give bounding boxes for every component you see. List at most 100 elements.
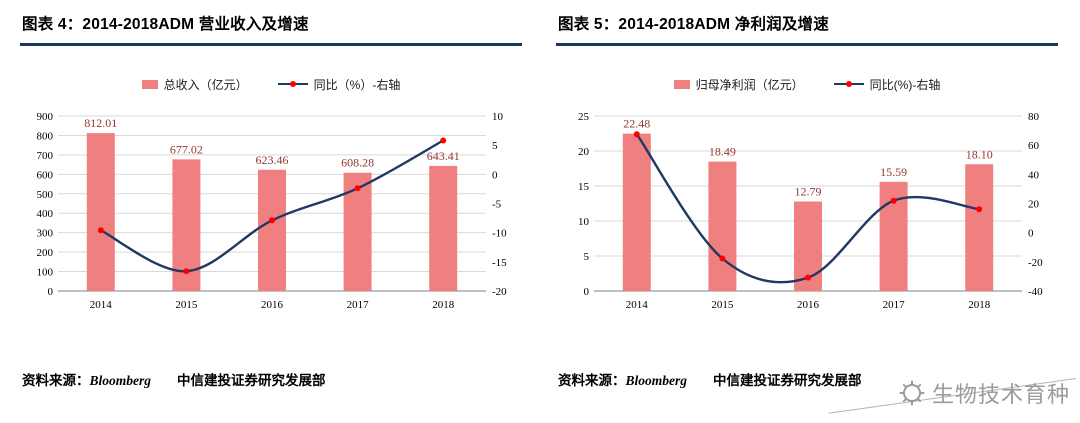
bar-2016 bbox=[258, 169, 286, 291]
x-axis-label: 2018 bbox=[432, 299, 455, 311]
source-vendor: Bloomberg bbox=[89, 373, 152, 388]
line-marker bbox=[354, 185, 361, 192]
watermark: 生物技术育种 bbox=[899, 377, 1070, 409]
legend-label-revenue: 总收入（亿元） bbox=[163, 77, 248, 92]
figure5-source: 资料来源：Bloomberg 中信建投证券研究发展部 bbox=[556, 369, 1058, 389]
right-axis-tick: 5 bbox=[492, 140, 498, 152]
left-axis-tick: 700 bbox=[37, 150, 54, 162]
watermark-text: 生物技术育种 bbox=[931, 382, 1070, 407]
left-axis-tick: 0 bbox=[584, 286, 590, 298]
x-axis-label: 2016 bbox=[261, 299, 284, 311]
bar-value-label: 18.49 bbox=[709, 145, 736, 159]
left-axis-tick: 900 bbox=[37, 111, 54, 123]
line-series-swatch-icon bbox=[277, 80, 308, 88]
line-marker bbox=[805, 274, 811, 281]
x-axis-label: 2016 bbox=[797, 299, 820, 311]
bar-value-label: 15.59 bbox=[880, 165, 907, 179]
line-marker bbox=[440, 137, 447, 144]
bar-value-label: 623.46 bbox=[256, 153, 289, 167]
right-axis-tick: -20 bbox=[1028, 257, 1043, 269]
left-axis-tick: 0 bbox=[48, 286, 54, 298]
net-profit-growth-chart: 0 5 10 15 20 25 -40 -20 0 20 40 60 80 22.48 2014 18.49 2… bbox=[578, 111, 1043, 311]
bar-2015 bbox=[708, 161, 737, 291]
bar-2014 bbox=[86, 133, 115, 291]
watermark-logo-icon bbox=[899, 380, 925, 406]
left-axis-tick: 5 bbox=[584, 251, 590, 263]
right-axis-tick: 60 bbox=[1028, 140, 1040, 152]
left-axis-tick: 600 bbox=[37, 169, 54, 181]
legend-label-growth: 同比（%）-右轴 bbox=[313, 77, 401, 92]
left-axis-tick: 300 bbox=[37, 228, 54, 240]
x-axis-label: 2014 bbox=[626, 299, 649, 311]
x-axis-label: 2015 bbox=[175, 299, 198, 311]
line-marker bbox=[183, 268, 190, 275]
left-axis-tick: 400 bbox=[37, 208, 54, 220]
right-axis-tick: -10 bbox=[492, 228, 507, 240]
line-marker bbox=[976, 206, 983, 213]
figure4-panel: 图表 4：2014-2018ADM 营业收入及增速 总收入（亿元） 同比（%）-… bbox=[20, 10, 522, 423]
left-axis-tick: 800 bbox=[37, 130, 54, 142]
legend-item-net-profit: 归母净利润（亿元） bbox=[673, 76, 804, 93]
left-axis-tick: 20 bbox=[578, 146, 590, 158]
x-axis-label: 2014 bbox=[90, 299, 113, 311]
right-axis-tick: 20 bbox=[1028, 199, 1040, 211]
legend-item-growth: 同比(%)-右轴 bbox=[833, 76, 941, 93]
bar-value-label: 22.48 bbox=[623, 117, 650, 131]
figure4-legend: 总收入（亿元） 同比（%）-右轴 bbox=[20, 76, 522, 92]
bar-value-label: 12.79 bbox=[795, 184, 822, 198]
left-axis-tick: 100 bbox=[37, 267, 54, 279]
right-axis-tick: -20 bbox=[492, 286, 507, 298]
source-vendor: Bloomberg bbox=[625, 373, 688, 388]
bar-2018 bbox=[429, 165, 458, 291]
right-axis-tick: 80 bbox=[1028, 111, 1040, 123]
source-department: 中信建投证券研究发展部 bbox=[713, 373, 862, 388]
left-axis-tick: 25 bbox=[578, 111, 590, 123]
bar-2014 bbox=[622, 133, 651, 291]
bar-series-swatch-icon bbox=[141, 79, 158, 89]
figure5-legend: 归母净利润（亿元） 同比(%)-右轴 bbox=[556, 76, 1058, 92]
source-label: 资料来源： bbox=[22, 373, 90, 388]
line-marker bbox=[719, 255, 726, 262]
source-label: 资料来源： bbox=[558, 373, 626, 388]
left-axis-tick: 500 bbox=[37, 189, 54, 201]
right-axis-tick: -5 bbox=[492, 199, 502, 211]
legend-item-growth: 同比（%）-右轴 bbox=[277, 76, 401, 93]
bar-value-label: 643.41 bbox=[427, 149, 460, 163]
figure4-source: 资料来源：Bloomberg 中信建投证券研究发展部 bbox=[20, 369, 522, 389]
legend-item-revenue: 总收入（亿元） bbox=[141, 76, 248, 93]
figure5-panel: 图表 5：2014-2018ADM 净利润及增速 归母净利润（亿元） 同比(%)… bbox=[556, 10, 1058, 423]
line-marker bbox=[269, 217, 275, 224]
source-department: 中信建投证券研究发展部 bbox=[177, 373, 326, 388]
bar-value-label: 18.10 bbox=[966, 147, 993, 161]
bar-value-label: 812.01 bbox=[84, 116, 117, 130]
left-axis-tick: 10 bbox=[578, 216, 590, 228]
left-axis-tick: 15 bbox=[578, 181, 590, 193]
bar-value-label: 677.02 bbox=[170, 142, 203, 156]
figure5-title: 图表 5：2014-2018ADM 净利润及增速 bbox=[558, 16, 829, 33]
x-axis-label: 2017 bbox=[347, 299, 370, 311]
x-axis-label: 2015 bbox=[711, 299, 734, 311]
figure5-title-rule bbox=[556, 43, 1058, 46]
right-axis-tick: -40 bbox=[1028, 286, 1043, 298]
x-axis-label: 2018 bbox=[968, 299, 991, 311]
left-axis-tick: 200 bbox=[37, 247, 54, 259]
legend-label-growth: 同比(%)-右轴 bbox=[869, 77, 941, 92]
right-axis-tick: 40 bbox=[1028, 169, 1040, 181]
x-axis-label: 2017 bbox=[883, 299, 906, 311]
figure4-title: 图表 4：2014-2018ADM 营业收入及增速 bbox=[22, 16, 309, 33]
line-marker bbox=[633, 131, 640, 138]
bar-2018 bbox=[965, 164, 994, 291]
bar-value-label: 608.28 bbox=[341, 156, 374, 170]
right-axis-tick: 0 bbox=[1028, 228, 1034, 240]
right-axis-tick: 10 bbox=[492, 111, 504, 123]
bar-series-swatch-icon bbox=[673, 79, 690, 89]
line-marker bbox=[890, 197, 897, 204]
line-series-swatch-icon bbox=[833, 80, 864, 88]
revenue-growth-chart: 0 100 200 300 400 500 600 700 800 900 -20 -15 -10 -5 0… bbox=[37, 111, 508, 311]
right-axis-tick: 0 bbox=[492, 169, 498, 181]
right-axis-tick: -15 bbox=[492, 257, 507, 269]
line-marker bbox=[97, 227, 104, 234]
legend-label-net-profit: 归母净利润（亿元） bbox=[695, 77, 804, 92]
figure4-title-rule bbox=[20, 43, 522, 46]
